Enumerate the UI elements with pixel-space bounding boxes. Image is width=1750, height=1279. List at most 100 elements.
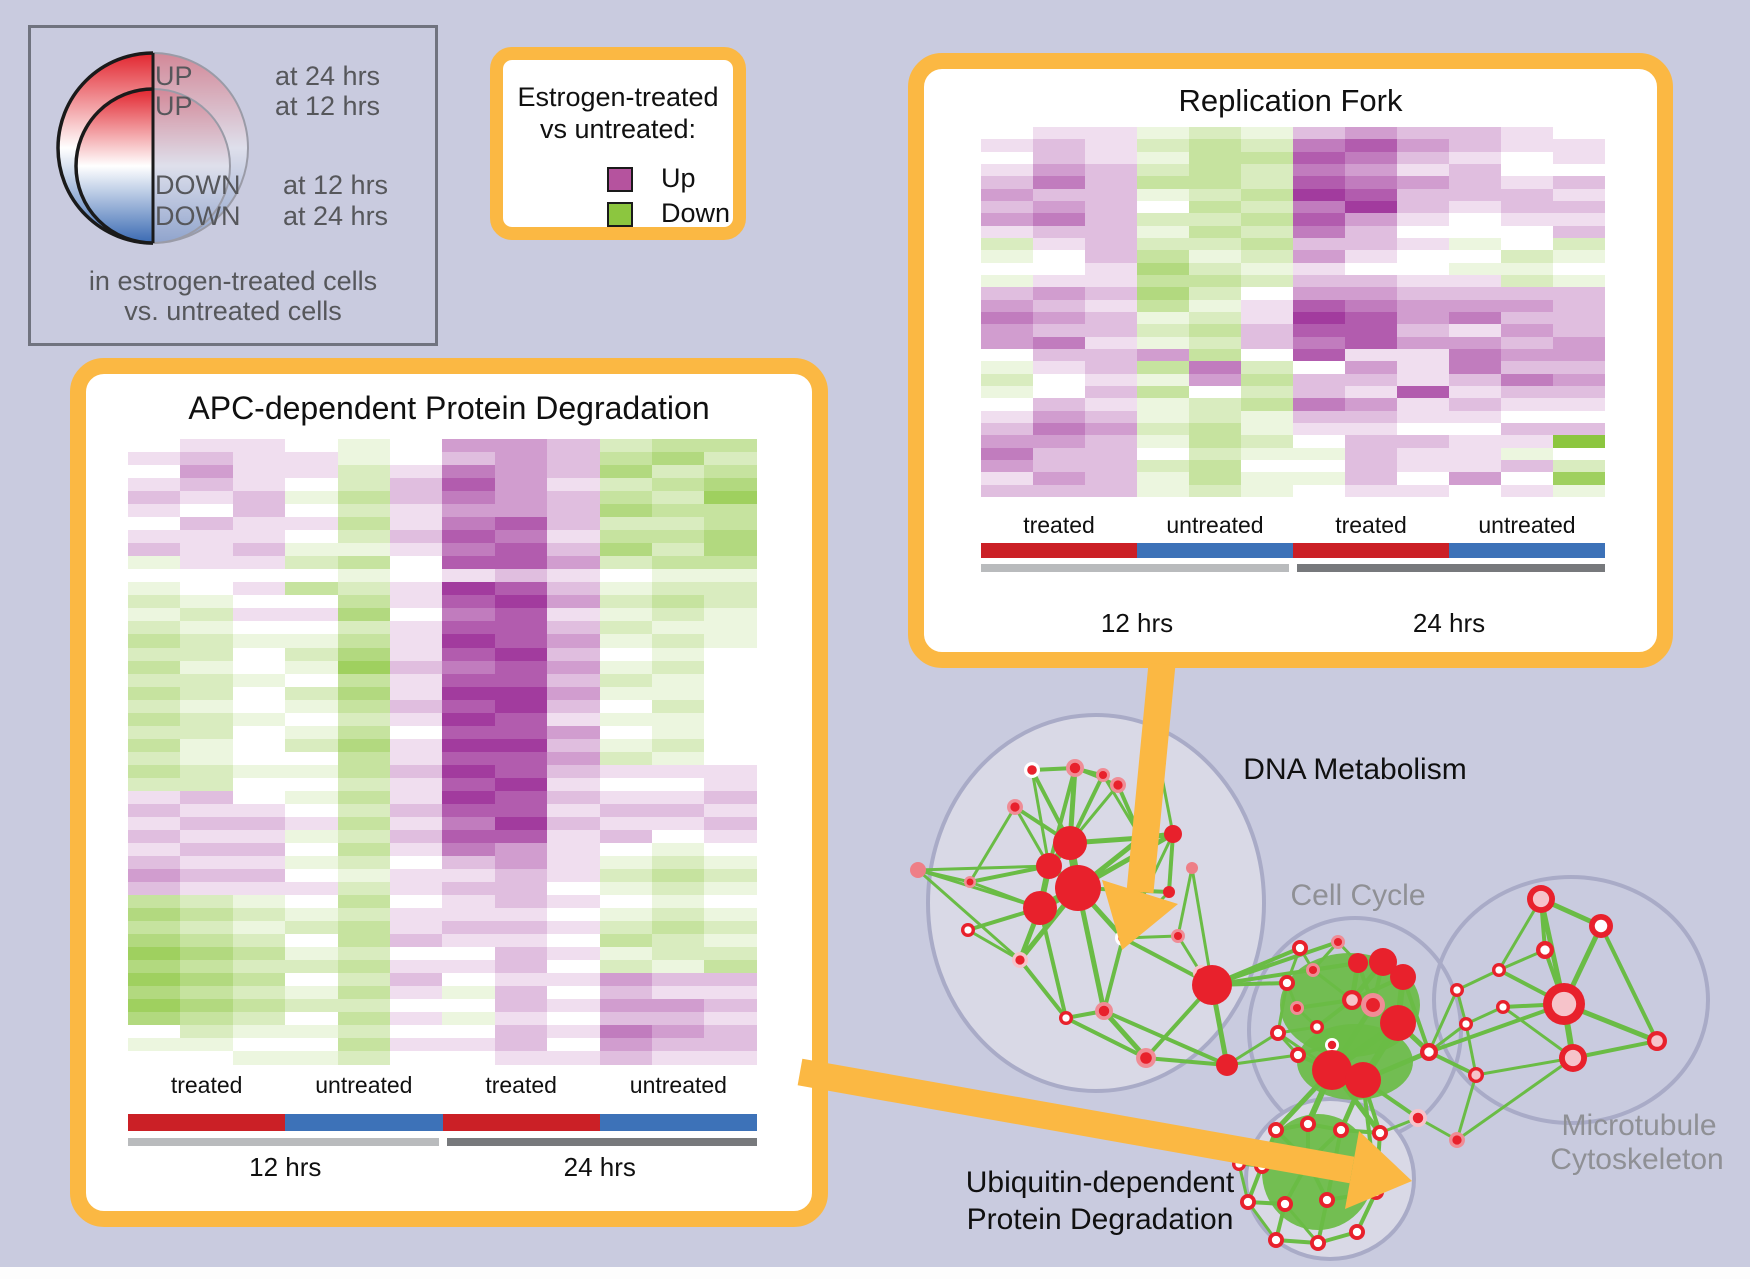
heatmap-cell — [1501, 151, 1553, 164]
heatmap-cell — [337, 1012, 391, 1026]
heatmap-cell — [1033, 176, 1085, 189]
heatmap-cell — [599, 790, 653, 804]
heatmap-cell — [704, 621, 757, 635]
heatmap-cell — [652, 973, 705, 987]
network-node-d24 — [1216, 1054, 1238, 1076]
heatmap-row — [981, 287, 1605, 300]
heatmap-cell — [599, 960, 653, 974]
condition-label-treated-24hrs: treated — [485, 1072, 557, 1098]
network-node-c23 — [1361, 993, 1385, 1017]
heatmap-cell — [1501, 200, 1553, 214]
heatmap-cell — [981, 484, 1033, 497]
node-circle — [1270, 1025, 1286, 1041]
heatmap-cell — [337, 478, 391, 492]
network-edge — [917, 868, 971, 884]
heatmap-cell — [1501, 250, 1553, 263]
heatmap-cell — [1033, 472, 1085, 485]
heatmap-cell — [494, 921, 548, 935]
heatmap-cell — [547, 647, 600, 661]
heatmap-cell — [494, 621, 548, 635]
heatmap-cell — [1137, 188, 1189, 201]
heatmap-cell — [180, 439, 233, 453]
heatmap-cell — [494, 751, 548, 765]
heatmap-cell — [232, 764, 286, 778]
heatmap-cell — [128, 882, 181, 896]
node-circle — [1462, 1020, 1470, 1028]
heatmap-cell — [547, 478, 600, 492]
heatmap-row — [128, 895, 757, 909]
up-swatch-label: Up — [661, 163, 696, 193]
node-circle — [964, 926, 972, 934]
network-label-protein-degradation: Protein Degradation — [966, 1203, 1234, 1236]
heatmap-cell — [1189, 139, 1241, 152]
heatmap-cell — [652, 530, 705, 544]
network-node-u1 — [1268, 1122, 1284, 1138]
condition-bar-untreated — [1449, 543, 1605, 558]
heatmap-cell — [337, 1051, 391, 1065]
heatmap-cell — [442, 764, 495, 778]
heatmap-cell — [1293, 237, 1345, 251]
heatmap-cell — [337, 699, 391, 713]
heatmap-cell — [1085, 127, 1137, 140]
heatmap-cell — [1501, 324, 1553, 337]
node-circle — [1589, 914, 1613, 938]
heatmap-cell — [442, 947, 495, 961]
heatmap-cell — [232, 738, 286, 752]
heatmap-cell — [494, 504, 548, 518]
heatmap-cell — [1189, 274, 1241, 288]
heatmap-cell — [390, 465, 443, 479]
heatmap-row — [128, 1012, 757, 1026]
heatmap-cell — [1553, 250, 1605, 263]
heatmap-cell — [1293, 324, 1345, 337]
heatmap-cell — [652, 439, 705, 453]
node-circle — [1271, 1235, 1281, 1245]
heatmap-cell — [285, 465, 338, 479]
heatmap-cell — [232, 856, 286, 870]
heatmap-cell — [494, 960, 548, 974]
heatmap-cell — [128, 569, 181, 583]
heatmap-cell — [337, 999, 391, 1013]
heatmap-cell — [494, 803, 548, 817]
heatmap-cell — [128, 973, 181, 987]
heatmap-row — [981, 472, 1605, 485]
heatmap-cell — [547, 803, 600, 817]
heatmap-row — [981, 398, 1605, 411]
network-edge — [1563, 1001, 1658, 1044]
network-edge — [1145, 1056, 1228, 1067]
heatmap-cell — [285, 986, 338, 1000]
heatmap-cell — [1293, 410, 1345, 423]
heatmap-cell — [1189, 385, 1241, 399]
heatmap-cell — [1449, 139, 1501, 152]
heatmap-cell — [1345, 398, 1397, 411]
heatmap-cell — [285, 595, 338, 609]
heatmap-cell — [599, 686, 653, 700]
network-edge — [1356, 962, 1375, 1006]
heatmap-cell — [1189, 447, 1241, 460]
node-circle — [1282, 978, 1292, 988]
heatmap-cell — [652, 842, 705, 856]
heatmap-cell — [1345, 213, 1397, 226]
heatmap-cell — [285, 582, 338, 596]
heatmap-cell — [494, 856, 548, 870]
heatmap-cell — [1501, 176, 1553, 189]
heatmap-cell — [1085, 484, 1137, 497]
heatmap-cell — [390, 764, 443, 778]
network-edge — [1209, 984, 1230, 1066]
network-node-d14 — [1012, 952, 1028, 968]
heatmap-cell — [599, 634, 653, 648]
heatmap-cell — [232, 452, 286, 466]
heatmap-cell — [1085, 385, 1137, 399]
heatmap-cell — [180, 816, 233, 830]
heatmap-cell — [1293, 447, 1345, 460]
heatmap-cell — [1241, 237, 1293, 251]
heatmap-cell — [390, 452, 443, 466]
heatmap-cell — [652, 647, 705, 661]
heatmap-cell — [704, 947, 757, 961]
node-circle — [1053, 826, 1087, 860]
heatmap-cell — [599, 478, 653, 492]
heatmap-cell — [547, 947, 600, 961]
node-circle — [910, 862, 926, 878]
network-edge — [1275, 1238, 1319, 1245]
network-node-d11 — [1023, 891, 1057, 925]
heatmap-cell — [1085, 188, 1137, 201]
